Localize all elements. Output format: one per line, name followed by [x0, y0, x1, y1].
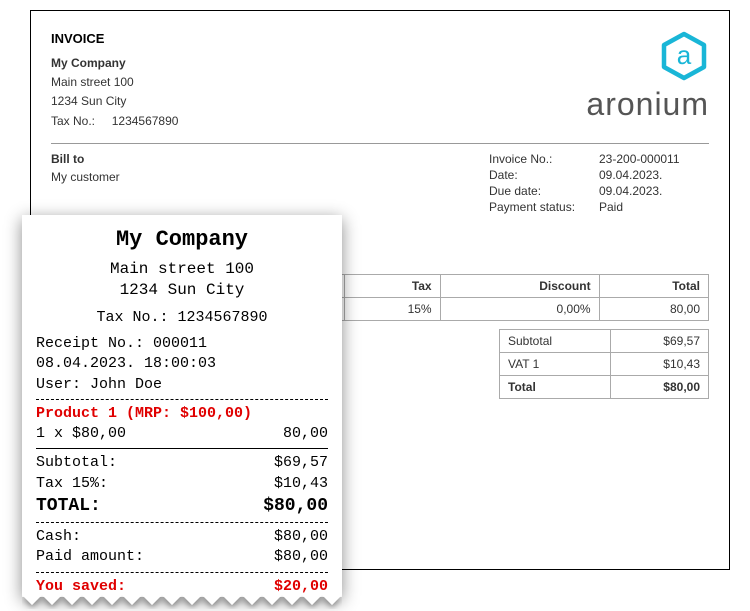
billto-title: Bill to [51, 152, 120, 166]
receipt-no-line: Receipt No.: 000011 [36, 334, 328, 354]
meta-date: 09.04.2023. [599, 168, 709, 182]
company-name: My Company [51, 54, 178, 73]
receipt-paid-label: Paid amount: [36, 547, 144, 567]
tax-label: Tax No.: [51, 114, 95, 128]
td-discount: 0,00% [440, 297, 599, 320]
meta-due: 09.04.2023. [599, 184, 709, 198]
receipt-saved: $20,00 [274, 577, 328, 597]
invoice-meta-table: Invoice No.: 23-200-000011 Date: 09.04.2… [489, 152, 709, 214]
company-block: My Company Main street 100 1234 Sun City… [51, 54, 178, 131]
company-address1: Main street 100 [51, 73, 178, 92]
receipt-cash-label: Cash: [36, 527, 81, 547]
receipt-total-label: TOTAL: [36, 494, 101, 518]
receipt-torn-edge-icon [22, 595, 342, 609]
invoice-title: INVOICE [51, 31, 178, 46]
meta-invoice-no: 23-200-000011 [599, 152, 709, 166]
td-tax: 15% [345, 297, 440, 320]
th-tax: Tax [345, 274, 440, 297]
total-value: $80,00 [611, 375, 709, 398]
meta-due-label: Due date: [489, 184, 599, 198]
totals-table: Subtotal $69,57 VAT 1 $10,43 Total $80,0… [499, 329, 709, 399]
receipt-datetime: 08.04.2023. 18:00:03 [36, 354, 328, 374]
receipt-saved-row: You saved: $20,00 [36, 577, 328, 597]
receipt-address2: 1234 Sun City [36, 280, 328, 302]
td-total: 80,00 [599, 297, 708, 320]
receipt-slip: My Company Main street 100 1234 Sun City… [22, 215, 342, 597]
receipt-tax-line: Tax No.: 1234567890 [36, 308, 328, 328]
receipt-total-row: TOTAL: $80,00 [36, 494, 328, 518]
receipt-qty-price: 1 x $80,00 [36, 424, 126, 444]
total-row: Total $80,00 [500, 375, 709, 398]
receipt-cash-row: Cash: $80,00 [36, 527, 328, 547]
svg-text:a: a [677, 40, 692, 70]
receipt-total: $80,00 [263, 494, 328, 518]
company-tax: Tax No.: 1234567890 [51, 112, 178, 131]
receipt-paid: $80,00 [274, 547, 328, 567]
meta-invoice-no-label: Invoice No.: [489, 152, 599, 166]
vat-row: VAT 1 $10,43 [500, 352, 709, 375]
receipt-subtotal-label: Subtotal: [36, 453, 117, 473]
total-label: Total [500, 375, 611, 398]
billto-name: My customer [51, 170, 120, 184]
billto-block: Bill to My customer [51, 152, 120, 214]
meta-status-label: Payment status: [489, 200, 599, 214]
receipt-subtotal-row: Subtotal: $69,57 [36, 453, 328, 473]
invoice-header: INVOICE My Company Main street 100 1234 … [51, 31, 709, 131]
receipt-address1: Main street 100 [36, 259, 328, 281]
receipt-product-line: Product 1 (MRP: $100,00) [36, 404, 328, 424]
receipt-tax: $10,43 [274, 474, 328, 494]
receipt-paid-row: Paid amount: $80,00 [36, 547, 328, 567]
vat-label: VAT 1 [500, 352, 611, 375]
receipt-line-total: 80,00 [283, 424, 328, 444]
subtotal-row: Subtotal $69,57 [500, 329, 709, 352]
divider [51, 143, 709, 144]
brand-hex-icon: a [659, 31, 709, 84]
receipt-company-name: My Company [36, 225, 328, 255]
receipt-divider [36, 522, 328, 523]
receipt-subtotal: $69,57 [274, 453, 328, 473]
receipt-tax-label: Tax 15%: [36, 474, 108, 494]
brand-name: aronium [586, 86, 709, 123]
subtotal-value: $69,57 [611, 329, 709, 352]
invoice-sender-block: INVOICE My Company Main street 100 1234 … [51, 31, 178, 131]
th-total: Total [599, 274, 708, 297]
receipt-saved-label: You saved: [36, 577, 126, 597]
receipt-divider [36, 448, 328, 449]
subtotal-label: Subtotal [500, 329, 611, 352]
invoice-meta-row: Bill to My customer Invoice No.: 23-200-… [51, 152, 709, 214]
tax-no: 1234567890 [112, 114, 179, 128]
company-address2: 1234 Sun City [51, 92, 178, 111]
th-discount: Discount [440, 274, 599, 297]
meta-date-label: Date: [489, 168, 599, 182]
receipt-divider [36, 399, 328, 400]
receipt-user-line: User: John Doe [36, 375, 328, 395]
vat-value: $10,43 [611, 352, 709, 375]
receipt-qty-row: 1 x $80,00 80,00 [36, 424, 328, 444]
meta-status: Paid [599, 200, 709, 214]
receipt-divider [36, 572, 328, 573]
brand-block: a aronium [586, 31, 709, 123]
receipt-cash: $80,00 [274, 527, 328, 547]
receipt-tax-row: Tax 15%: $10,43 [36, 474, 328, 494]
